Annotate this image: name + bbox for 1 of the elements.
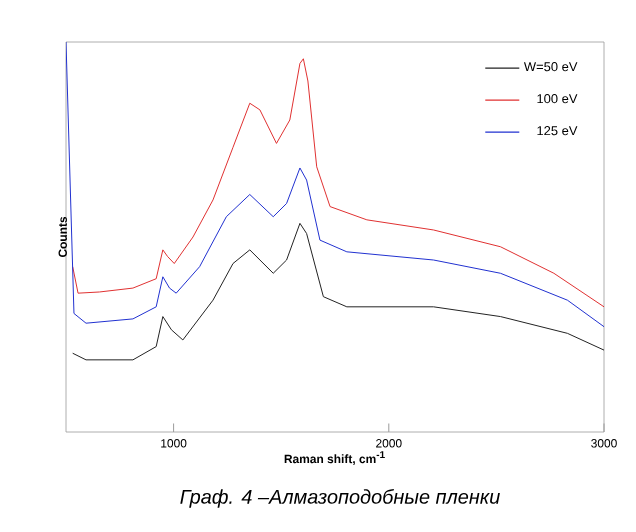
text: Граф. 4 –Алмазоподобные пленки xyxy=(180,489,500,508)
